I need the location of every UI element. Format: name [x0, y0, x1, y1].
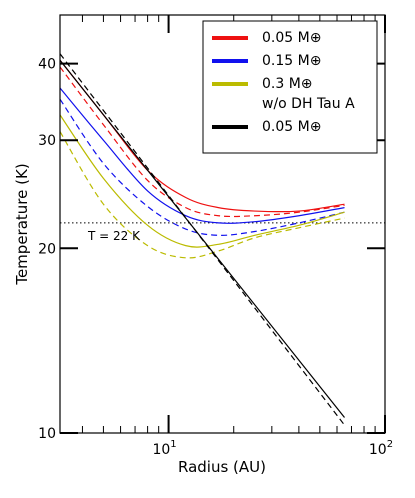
legend-label-3: 0.3 M⊕ — [262, 76, 313, 92]
series-line-3 — [59, 87, 345, 224]
y-tick-label: 40 — [38, 57, 56, 73]
y-tick-label: 20 — [38, 241, 56, 257]
legend-box — [202, 20, 378, 154]
ticks-layer: 10 20 30 40 101 102 — [38, 15, 393, 458]
legend-label-2: 0.15 M⊕ — [262, 53, 321, 69]
series-layer — [59, 53, 345, 426]
y-tick-label: 10 — [38, 426, 56, 442]
legend-label-1: 0.05 M⊕ — [262, 30, 321, 46]
y-axis-label: Temperature (K) — [13, 163, 31, 285]
series-line-6 — [59, 131, 345, 259]
y-tick-label: 30 — [38, 133, 56, 149]
series-line-2 — [59, 66, 345, 218]
series-line-8 — [59, 53, 345, 426]
legend-label-5: 0.05 M⊕ — [262, 119, 321, 135]
series-line-4 — [59, 98, 345, 236]
x-tick-label: 102 — [369, 439, 393, 458]
legend-label-4: w/o DH Tau A — [262, 96, 355, 112]
x-axis-label: Radius (AU) — [178, 458, 266, 476]
annotation-layer: T = 22 K — [87, 229, 141, 243]
series-line-5 — [59, 114, 345, 248]
legend: 0.05 M⊕ 0.15 M⊕ 0.3 M⊕ w/o DH Tau A 0.05 M⊕ — [202, 20, 378, 154]
x-tick-label: 101 — [152, 439, 176, 458]
plot-frame — [59, 14, 386, 434]
reference-line-label: T = 22 K — [87, 229, 141, 243]
